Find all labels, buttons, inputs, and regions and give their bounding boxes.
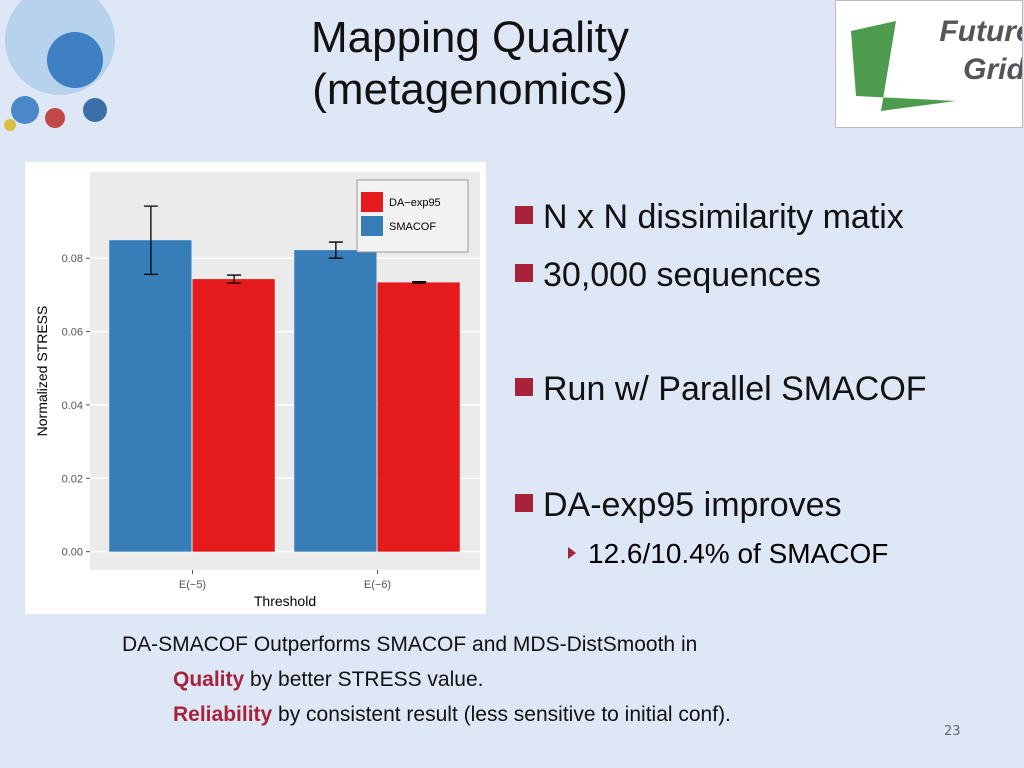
x-tick-label: E(−6) <box>364 579 391 591</box>
bar <box>109 240 192 552</box>
error-bar <box>227 274 242 284</box>
error-bar <box>143 205 158 275</box>
page-number: 23 <box>944 724 961 739</box>
chart: 0.00 0.02 0.04 0.06 0.08 E(−5) E(−6) Threshold N… <box>25 162 486 614</box>
title: Mapping Quality (metagenomics) <box>311 13 629 114</box>
logo-text: Future <box>939 15 1022 48</box>
logo-art: Future Grid <box>851 15 1024 111</box>
x-axis-label: Threshold <box>254 593 316 609</box>
legend-label: SMACOF <box>389 221 436 233</box>
bullet: 30,000 sequences <box>515 256 821 295</box>
legend-swatch <box>361 192 383 212</box>
error-bar <box>412 281 427 284</box>
y-tick-label: 0.08 <box>62 253 83 265</box>
y-tick-label: 0.00 <box>62 547 83 559</box>
sub-bullet: 12.6/10.4% of SMACOF <box>568 538 888 570</box>
bar <box>192 279 275 552</box>
x-tick-label: E(−5) <box>179 579 206 591</box>
error-bar <box>328 241 343 259</box>
legend-label: DA−exp95 <box>389 197 441 209</box>
caption: DA-SMACOF Outperforms SMACOF and MDS-Dis… <box>122 633 698 656</box>
bullet: Run w/ Parallel SMACOF <box>515 370 927 409</box>
caption-item: Reliability by consistent result (less s… <box>173 703 731 726</box>
caption-item: Quality by better STRESS value. <box>173 668 484 691</box>
bar <box>294 250 377 552</box>
logo: Future Grid <box>835 0 1024 128</box>
y-tick-label: 0.04 <box>62 400 83 412</box>
bullet: DA-exp95 improves <box>515 486 842 525</box>
logo-text: Grid <box>963 53 1022 86</box>
y-axis-label: Normalized STRESS <box>34 306 50 437</box>
y-tick-label: 0.06 <box>62 327 83 339</box>
y-tick-label: 0.02 <box>62 473 83 485</box>
decoration <box>4 0 115 131</box>
legend-swatch <box>361 216 383 236</box>
bullet: N x N dissimilarity matix <box>515 198 904 237</box>
bar <box>377 282 460 552</box>
